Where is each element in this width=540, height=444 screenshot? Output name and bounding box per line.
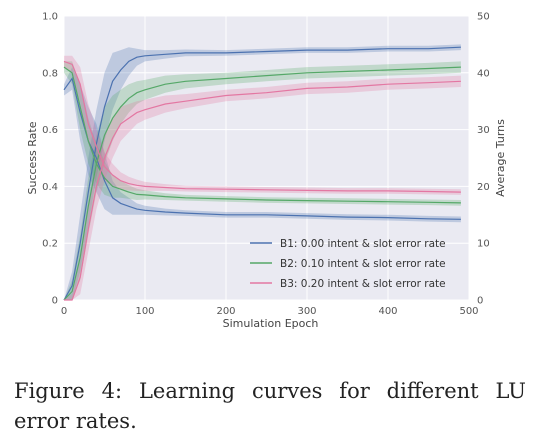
y-left-tick-label-2: 0.4 bbox=[42, 182, 58, 193]
plot-background bbox=[64, 16, 469, 300]
y-right-tick-label-5: 50 bbox=[477, 12, 490, 23]
y-left-tick-label-1: 0.2 bbox=[42, 239, 58, 250]
y-left-tick-label-0: 0 bbox=[52, 296, 58, 307]
legend-label-2: B2: 0.10 intent & slot error rate bbox=[280, 258, 446, 270]
legend-label-1: B1: 0.00 intent & slot error rate bbox=[280, 238, 446, 250]
turns-line-series-3 bbox=[63, 60, 461, 193]
turns-band-series-2 bbox=[64, 61, 461, 206]
y-left-tick-label-5: 1.0 bbox=[42, 12, 58, 23]
x-tick-label-1: 100 bbox=[135, 306, 154, 317]
x-tick-label-3: 300 bbox=[297, 306, 316, 317]
success-line-series-1 bbox=[63, 46, 461, 301]
y-left-axis-label: Success Rate bbox=[26, 121, 39, 194]
turns-line-series-2 bbox=[63, 66, 461, 204]
success-line-series-2 bbox=[63, 66, 461, 301]
y-right-tick-label-1: 10 bbox=[477, 239, 490, 250]
y-right-axis-label: Average Turns bbox=[494, 119, 507, 197]
x-tick-label-0: 0 bbox=[61, 306, 67, 317]
legend-label-3: B3: 0.20 intent & slot error rate bbox=[280, 278, 446, 290]
turns-band-series-1 bbox=[64, 67, 461, 223]
y-left-tick-label-4: 0.8 bbox=[42, 68, 58, 79]
y-right-tick-label-3: 30 bbox=[477, 125, 490, 136]
y-right-tick-label-4: 40 bbox=[477, 68, 490, 79]
y-right-tick-label-0: 0 bbox=[477, 296, 483, 307]
y-left-tick-label-3: 0.6 bbox=[42, 125, 58, 136]
y-right-tick-label-2: 20 bbox=[477, 182, 490, 193]
x-tick-label-4: 400 bbox=[378, 306, 397, 317]
success-line-series-3 bbox=[64, 80, 461, 301]
figure-caption: Figure 4: Learning curves for different … bbox=[14, 379, 526, 433]
x-tick-label-5: 500 bbox=[459, 306, 478, 317]
x-tick-label-2: 200 bbox=[216, 306, 235, 317]
x-axis-label: Simulation Epoch bbox=[223, 317, 319, 330]
learning-curve-chart: 0 100 200 300 400 50000.20.40.60.81.001020304… bbox=[26, 12, 507, 331]
